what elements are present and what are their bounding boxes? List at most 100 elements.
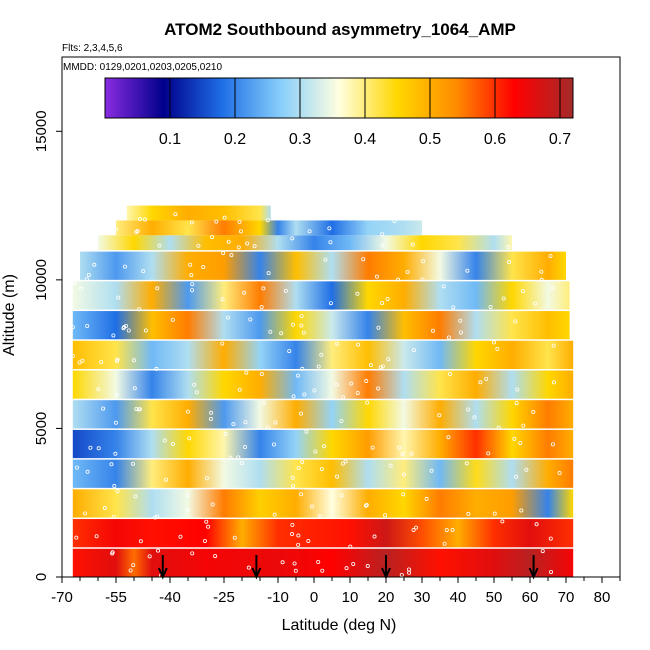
sample-point: [204, 519, 209, 524]
sample-point: [448, 371, 453, 376]
sample-point: [299, 323, 304, 328]
sample-point: [273, 420, 278, 425]
sample-point: [243, 444, 248, 449]
sample-point: [550, 442, 555, 447]
sample-point: [293, 568, 298, 573]
sample-point: [327, 226, 332, 231]
sample-point: [226, 239, 231, 244]
sample-point: [246, 565, 251, 570]
sample-point: [534, 522, 539, 527]
sample-point: [136, 407, 141, 412]
sample-point: [380, 300, 385, 305]
sample-point: [472, 415, 477, 420]
sample-point: [210, 502, 215, 507]
x-tick-label: 60: [522, 589, 539, 606]
sample-point: [242, 290, 247, 295]
sample-point: [111, 515, 116, 520]
colorbar: 0.1 0.2 0.3 0.4 0.5 0.6 0.7: [104, 77, 574, 148]
sample-point: [206, 524, 211, 529]
sample-point: [84, 277, 89, 282]
plot-frame: [61, 56, 621, 578]
sample-point: [173, 212, 178, 217]
heatmap-band: [98, 235, 512, 251]
sample-point: [187, 436, 192, 441]
sample-point: [137, 217, 142, 222]
sample-point: [236, 455, 241, 460]
sample-point: [478, 380, 483, 385]
sample-point: [185, 409, 190, 414]
sample-point: [94, 534, 99, 539]
heatmap-band: [72, 459, 574, 488]
sample-point: [424, 496, 429, 501]
sample-point: [318, 514, 323, 519]
sample-point: [142, 217, 147, 222]
sample-point: [85, 323, 90, 328]
sample-point: [155, 286, 160, 291]
heatmap-bands: [72, 205, 574, 577]
dates-note: MMDD: 0129,0201,0203,0205,0210: [63, 62, 222, 73]
sample-point: [307, 229, 312, 234]
sample-point: [225, 315, 230, 320]
y-tick-label: 15000: [33, 110, 50, 152]
sample-point: [223, 431, 228, 436]
sample-point: [310, 504, 315, 509]
chart-title: ATOM2 Southbound asymmetry_1064_AMP: [164, 20, 516, 39]
sample-point: [430, 328, 435, 333]
x-tick-label: -25: [213, 589, 235, 606]
sample-point: [335, 341, 340, 346]
sample-point: [113, 420, 118, 425]
sample-point: [519, 508, 524, 513]
colorbar-tick-label: 0.2: [224, 131, 246, 148]
sample-point: [501, 296, 506, 301]
sample-point: [380, 364, 385, 369]
sample-point: [221, 251, 226, 256]
sample-point: [96, 387, 101, 392]
sample-point: [295, 373, 300, 378]
sample-point: [259, 305, 264, 310]
sample-point: [268, 329, 273, 334]
sample-point: [88, 445, 93, 450]
sample-point: [192, 382, 197, 387]
sample-point: [170, 317, 175, 322]
sample-point: [364, 503, 369, 508]
sample-point: [238, 229, 243, 234]
sample-point: [290, 532, 295, 537]
sample-point: [411, 348, 416, 353]
sample-point: [299, 314, 304, 319]
sample-point: [111, 333, 116, 338]
sample-point: [484, 376, 489, 381]
sample-point: [348, 544, 353, 549]
colorbar-tick-label: 0.6: [484, 131, 506, 148]
sample-point: [429, 468, 434, 473]
sample-point: [316, 560, 321, 565]
sample-point: [204, 476, 209, 481]
sample-point: [550, 286, 555, 291]
sample-point: [444, 528, 449, 533]
sample-point: [155, 514, 160, 519]
sample-point: [70, 353, 75, 358]
x-tick-label: 40: [450, 589, 467, 606]
sample-point: [77, 360, 82, 365]
sample-point: [356, 342, 361, 347]
sample-point: [266, 271, 271, 276]
sample-point: [402, 472, 407, 477]
sample-point: [410, 242, 415, 247]
sample-point: [92, 262, 97, 267]
sample-point: [385, 296, 390, 301]
colorbar-gradient: [104, 77, 574, 119]
sample-point: [361, 257, 366, 262]
sample-point: [109, 462, 114, 467]
sample-point: [292, 561, 297, 566]
sample-point: [300, 366, 305, 371]
sample-point: [290, 322, 295, 327]
sample-point: [539, 277, 544, 282]
sample-point: [75, 465, 80, 470]
heatmap-band: [72, 400, 574, 429]
sample-point: [340, 461, 345, 466]
sample-point: [228, 455, 233, 460]
x-tick-label: 30: [414, 589, 431, 606]
sample-point: [396, 277, 401, 282]
sample-point: [552, 380, 557, 385]
sample-point: [110, 550, 115, 555]
sample-point: [255, 199, 260, 204]
